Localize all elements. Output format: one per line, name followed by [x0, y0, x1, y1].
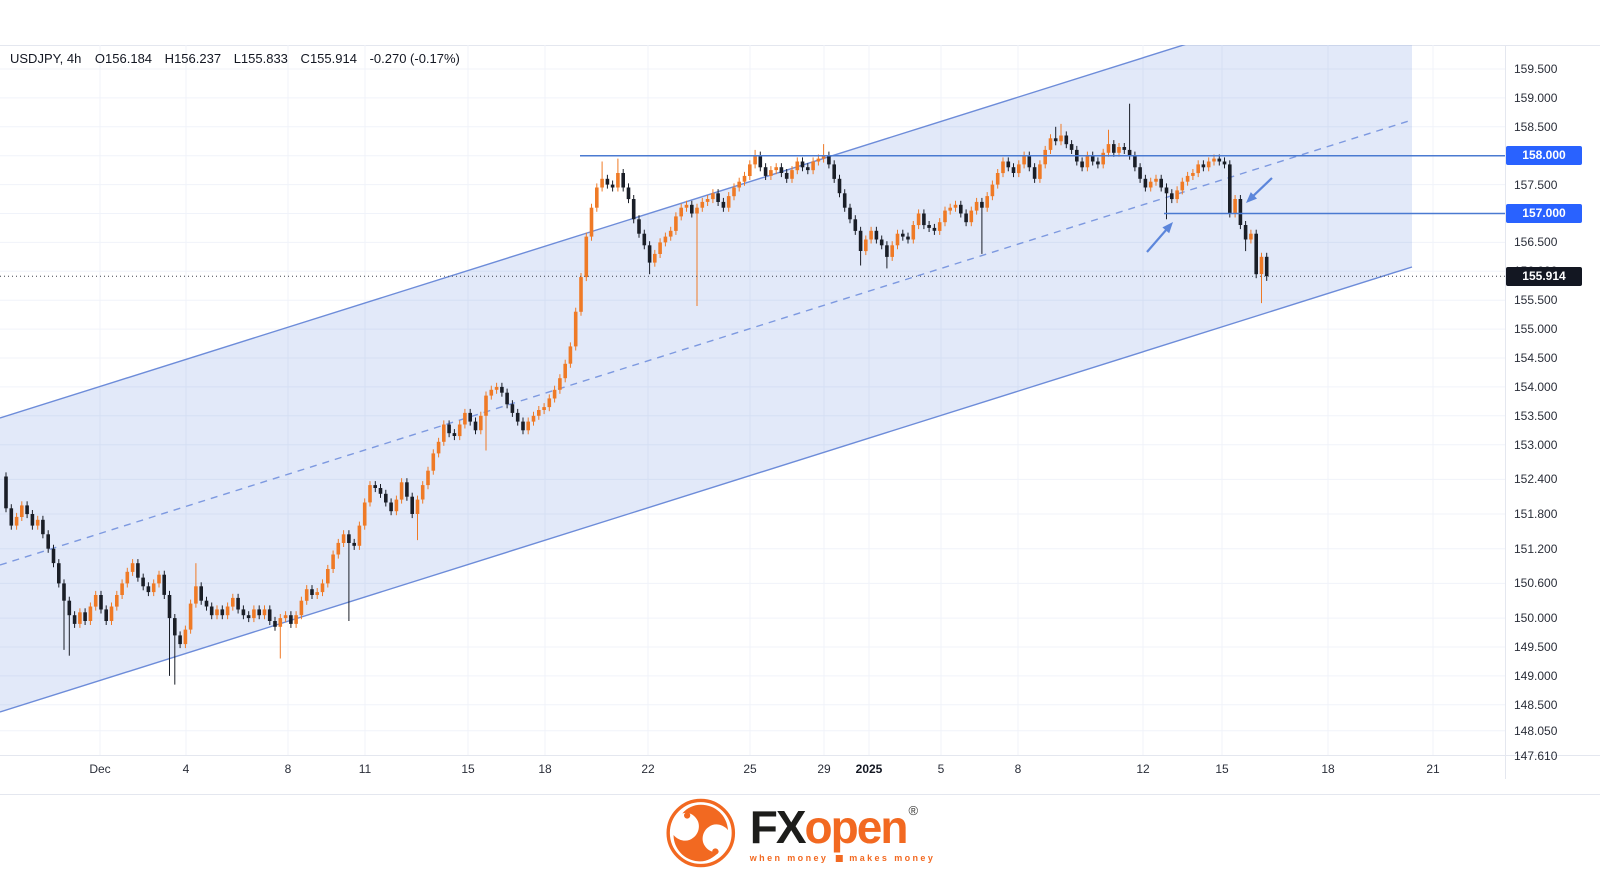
time-axis-label: 18 — [538, 762, 552, 776]
open-value: 156.184 — [105, 51, 153, 66]
open-label: O — [94, 51, 106, 66]
time-axis-label: 29 — [817, 762, 831, 776]
price-level-badge-158: 158.000 — [1506, 146, 1582, 165]
price-level-badge-157: 157.000 — [1506, 204, 1582, 223]
symbol-legend: USDJPY, 4h O156.184 H156.237 L155.833 C1… — [10, 51, 460, 66]
price-axis-label: 158.500 — [1514, 120, 1558, 134]
price-axis-label: 149.000 — [1514, 669, 1558, 683]
registered-mark: ® — [908, 802, 919, 818]
time-axis-label: 15 — [1215, 762, 1229, 776]
tagline-square-icon — [835, 854, 843, 862]
brand-fx: FX — [749, 800, 807, 853]
time-axis-separator — [0, 755, 1600, 756]
time-axis-label: 8 — [1014, 762, 1022, 776]
time-axis-label: 15 — [461, 762, 475, 776]
footer-separator — [0, 794, 1600, 795]
close-value: 155.914 — [309, 51, 357, 66]
time-axis-label: 25 — [743, 762, 757, 776]
price-axis-label: 150.600 — [1514, 576, 1558, 590]
price-axis-label: 155.500 — [1514, 293, 1558, 307]
price-axis-label: 159.000 — [1514, 91, 1558, 105]
price-axis-label: 159.500 — [1514, 62, 1558, 76]
price-axis[interactable]: 158.000 157.000 155.914 159.500 159.000 15… — [1505, 45, 1600, 763]
price-axis-label: 154.500 — [1514, 351, 1558, 365]
close-label: C — [300, 51, 310, 66]
tagline-left: when money — [749, 852, 829, 863]
annotation-arrow-1[interactable] — [1146, 222, 1173, 253]
time-axis-label: 11 — [358, 762, 372, 776]
price-axis-label: 157.500 — [1514, 178, 1558, 192]
candles — [4, 103, 1269, 685]
candlestick-chart[interactable] — [0, 45, 1505, 755]
price-axis-label: 154.000 — [1514, 380, 1558, 394]
price-axis-label: 151.800 — [1514, 507, 1558, 521]
brand-tagline: when money makes money — [749, 852, 936, 863]
price-axis-label: 152.400 — [1514, 472, 1558, 486]
price-axis-label: 153.500 — [1514, 409, 1558, 423]
time-axis-label: Dec — [89, 762, 111, 776]
pane-top-border — [0, 45, 1600, 46]
price-axis-label: 155.000 — [1514, 322, 1558, 336]
time-axis-label: 2025 — [855, 762, 883, 776]
high-label: H — [164, 51, 175, 66]
low-value: 155.833 — [240, 51, 288, 66]
change-value: -0.270 (-0.17%) — [369, 51, 460, 66]
fxopen-banner[interactable]: FXopen ® when money makes money — [665, 797, 935, 869]
time-axis-label: 4 — [182, 762, 190, 776]
price-axis-label: 156.500 — [1514, 235, 1558, 249]
price-axis-label: 151.200 — [1514, 542, 1558, 556]
time-axis[interactable]: Dec 4 8 11 15 18 22 25 29 2025 5 8 12 15 18 21 — [0, 755, 1505, 781]
last-price-badge: 155.914 — [1506, 267, 1582, 286]
chart-pane[interactable] — [0, 45, 1505, 755]
price-axis-label: 148.050 — [1514, 724, 1558, 738]
time-axis-label: 12 — [1136, 762, 1150, 776]
low-label: L — [233, 51, 241, 66]
high-value: 156.237 — [174, 51, 222, 66]
time-axis-label: 22 — [641, 762, 655, 776]
price-axis-label: 148.500 — [1514, 698, 1558, 712]
annotation-arrow-2[interactable] — [1246, 177, 1273, 203]
price-axis-label: 150.000 — [1514, 611, 1558, 625]
brand-open: open — [804, 800, 909, 853]
price-axis-label: 153.000 — [1514, 438, 1558, 452]
time-axis-label: 21 — [1426, 762, 1440, 776]
tagline-right: makes money — [849, 852, 936, 863]
fxopen-emblem — [666, 798, 736, 868]
price-axis-label: 149.500 — [1514, 640, 1558, 654]
time-axis-label: 5 — [937, 762, 945, 776]
price-axis-label: 147.610 — [1514, 749, 1558, 763]
fxopen-wordmark: FXopen ® when money makes money — [750, 804, 935, 863]
time-axis-label: 8 — [284, 762, 292, 776]
price-axis-separator — [1505, 45, 1506, 779]
symbol-name[interactable]: USDJPY, 4h — [10, 51, 82, 66]
time-axis-label: 18 — [1321, 762, 1335, 776]
